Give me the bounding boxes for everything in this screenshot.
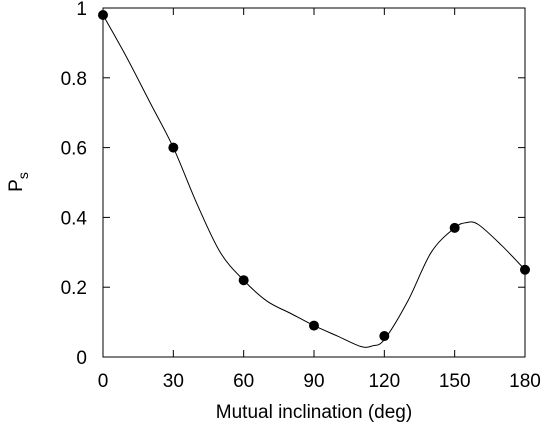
data-points <box>98 9 530 342</box>
y-tick-label: 0.8 <box>61 69 87 90</box>
fit-curve <box>102 14 526 348</box>
x-tick-label: 0 <box>98 371 109 392</box>
data-point <box>98 9 108 20</box>
y-tick-label: 0.6 <box>61 139 87 160</box>
y-axis-title: Ps <box>6 172 31 192</box>
x-tick-label: 90 <box>303 371 324 392</box>
data-point <box>238 275 249 286</box>
x-tick-label: 120 <box>368 371 400 392</box>
y-axis-ticks: 0 0.2 0.4 0.6 0.8 1 <box>61 0 525 369</box>
y-axis-title-subscript: s <box>15 172 31 179</box>
plot-frame <box>102 7 526 358</box>
x-tick-label: 30 <box>163 371 184 392</box>
x-tick-label: 150 <box>439 371 471 392</box>
y-tick-label: 0.2 <box>61 278 87 299</box>
data-point <box>379 331 390 342</box>
svg-text:Ps: Ps <box>6 172 31 192</box>
x-tick-label: 60 <box>233 371 254 392</box>
y-tick-label: 0 <box>76 348 87 369</box>
y-axis-title-main: P <box>6 179 27 192</box>
y-tick-label: 0.4 <box>61 208 88 229</box>
data-point <box>309 320 319 331</box>
data-point <box>520 264 530 275</box>
data-point <box>449 222 460 233</box>
y-tick-label: 1 <box>76 0 87 20</box>
x-axis-ticks: 0 30 60 90 120 150 180 <box>98 8 541 392</box>
data-point <box>168 142 179 153</box>
x-axis-title: Mutual inclination (deg) <box>216 402 412 423</box>
x-tick-label: 180 <box>509 371 541 392</box>
